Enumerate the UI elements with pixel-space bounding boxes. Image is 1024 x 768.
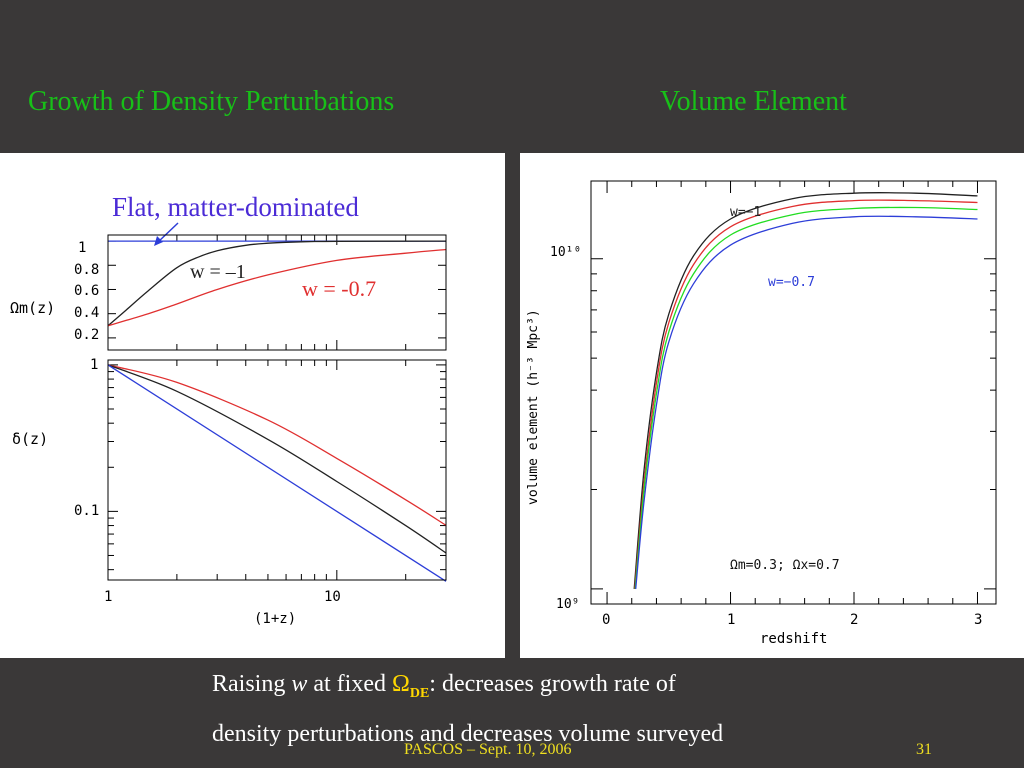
- x-tick-0: 0: [602, 612, 610, 628]
- one-plus-z-xlabel: (1+z): [254, 611, 296, 627]
- series-line-red: [634, 199, 978, 589]
- bottom-plot-frame: [107, 359, 447, 581]
- series-line-w-minus-1: [633, 191, 978, 589]
- series-line-bottom-blue: [107, 364, 447, 582]
- y-tick-0.6: 0.6: [74, 283, 99, 299]
- caption-omega: Ω: [392, 671, 410, 697]
- caption-line-1: Raising w at fixed ΩDE: decreases growth…: [212, 664, 852, 714]
- caption-line-2: density perturbations and decreases volu…: [212, 721, 724, 747]
- series-line-top-black: [107, 240, 447, 327]
- w-minus-1-label: w = –1: [190, 261, 246, 283]
- volume-panel: w=−1 w=−0.7 Ωm=0.3; Ωx=0.7 10¹⁰ 10⁹ 0 1 …: [520, 153, 1024, 658]
- y-tick-delta-1: 1: [90, 357, 98, 373]
- title-volume: Volume Element: [660, 86, 847, 117]
- x-tick-2: 2: [850, 612, 858, 628]
- series-line-green: [634, 206, 978, 589]
- y-tick-delta-0.1: 0.1: [74, 503, 99, 519]
- growth-panel: Flat, matter-dominated 1 0.8 0.6 0.4 0.2…: [0, 153, 505, 658]
- volume-ylabel: volume element (h⁻³ Mpc³): [526, 309, 541, 505]
- omega-params-annotation: Ωm=0.3; Ωx=0.7: [730, 558, 840, 573]
- caption-w: w: [291, 671, 308, 697]
- top-panel-ticks: [107, 235, 447, 350]
- x-tick-3: 3: [974, 612, 982, 628]
- bottom-panel-ticks: [107, 360, 447, 580]
- x-tick-1: 1: [104, 589, 112, 605]
- series-line-bottom-black: [107, 364, 447, 554]
- y-tick-0.4: 0.4: [74, 305, 99, 321]
- x-tick-1: 1: [727, 612, 735, 628]
- y-tick-0.2: 0.2: [74, 327, 99, 343]
- redshift-xlabel: redshift: [760, 631, 827, 647]
- page-number: 31: [916, 741, 932, 758]
- y-tick-1e10: 10¹⁰: [550, 245, 581, 260]
- title-growth: Growth of Density Perturbations: [28, 86, 395, 117]
- omega-m-ylabel: Ωm(z): [10, 299, 55, 317]
- delta-ylabel: δ(z): [12, 430, 48, 448]
- w-minus-0.7-label: w = -0.7: [302, 276, 376, 301]
- footer-text: PASCOS – Sept. 10, 2006: [404, 741, 572, 758]
- y-tick-1: 1: [78, 240, 86, 256]
- series-line-top-red: [107, 248, 447, 327]
- y-tick-0.8: 0.8: [74, 262, 99, 278]
- growth-charts: Flat, matter-dominated 1 0.8 0.6 0.4 0.2…: [10, 192, 447, 627]
- caption-prefix: Raising: [212, 671, 292, 697]
- caption-mid: at fixed: [307, 671, 392, 697]
- top-plot-frame: [107, 234, 447, 351]
- w-minus-1-legend: w=−1: [730, 205, 761, 220]
- x-tick-10: 10: [324, 589, 341, 605]
- caption-omega-sub: DE: [409, 686, 430, 701]
- right-panel-ticks: [591, 181, 996, 604]
- series-line-w-minus-0.7: [635, 215, 978, 589]
- volume-plot-frame: [590, 180, 997, 605]
- volume-chart: w=−1 w=−0.7 Ωm=0.3; Ωx=0.7 10¹⁰ 10⁹ 0 1 …: [526, 180, 997, 647]
- y-tick-1e9: 10⁹: [556, 597, 579, 612]
- series-line-bottom-red: [107, 364, 447, 526]
- slide-caption: Raising w at fixed ΩDE: decreases growth…: [212, 664, 852, 754]
- w-minus-0.7-legend: w=−0.7: [768, 275, 815, 290]
- caption-suffix: : decreases growth rate of: [429, 671, 676, 697]
- flat-matter-annotation: Flat, matter-dominated: [112, 192, 359, 222]
